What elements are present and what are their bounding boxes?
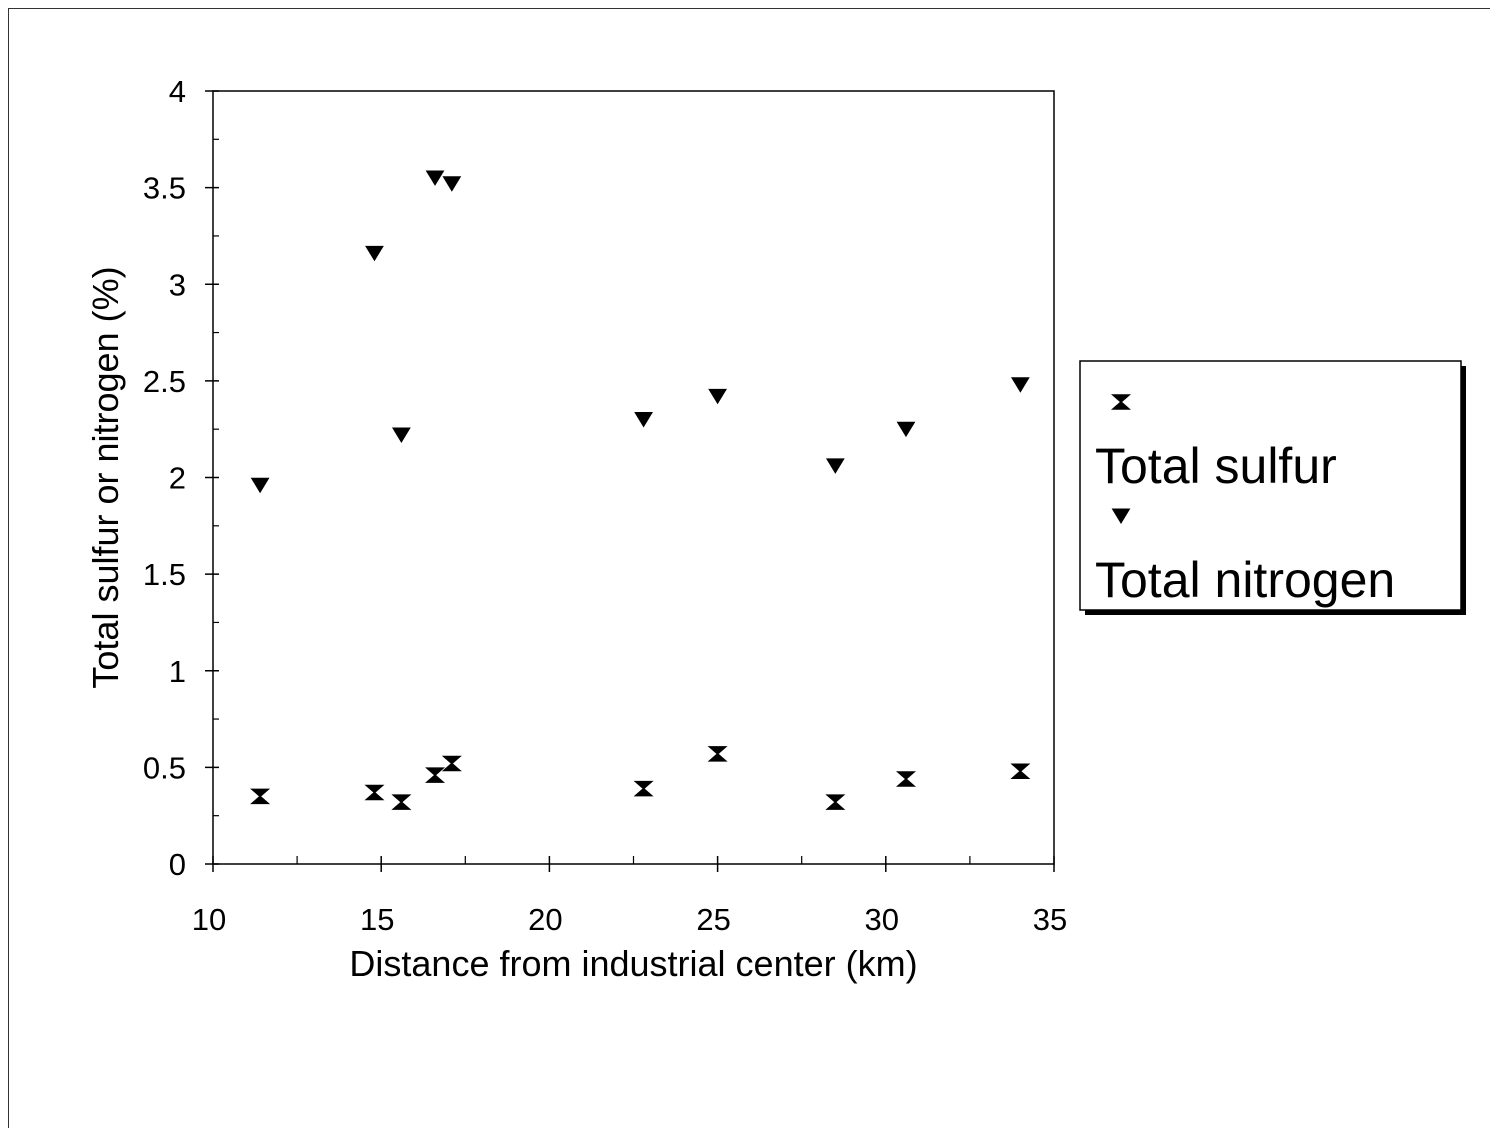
y-tick-label: 2.5 <box>143 364 186 399</box>
legend-item: Total sulfur <box>1095 394 1337 494</box>
y-tick-label: 1 <box>169 654 186 689</box>
y-tick-label: 2 <box>169 461 186 496</box>
x-tick-label: 15 <box>360 902 394 937</box>
data-point <box>365 245 384 262</box>
x-tick-label: 35 <box>1033 902 1067 937</box>
data-point <box>896 421 916 438</box>
y-tick-label: 4 <box>169 74 186 109</box>
legend-label: Total sulfur <box>1095 438 1337 494</box>
data-point <box>391 427 411 443</box>
data-point <box>1010 763 1031 779</box>
data-point <box>425 767 446 783</box>
y-tick-label: 3.5 <box>143 171 186 206</box>
series-total-sulfur <box>250 746 1031 810</box>
data-point <box>895 771 916 787</box>
x-axis: 10 15 20 25 30 35 <box>192 856 1067 937</box>
x-tick-label: 30 <box>865 902 899 937</box>
data-point <box>825 458 845 474</box>
plot-area: 0 0.5 1 1.5 2 2.5 3 3.5 4 10 15 20 25 30 35 <box>143 74 1067 937</box>
legend-label: Total nitrogen <box>1095 552 1395 608</box>
data-point <box>441 755 462 772</box>
x-tick-label: 20 <box>528 902 562 937</box>
series-total-nitrogen <box>250 170 1030 494</box>
x-axis-title: Distance from industrial center (km) <box>349 943 917 984</box>
y-axis-title: Total sulfur or nitrogen (%) <box>85 266 126 688</box>
data-point <box>633 780 654 797</box>
data-point <box>250 477 270 494</box>
data-point <box>634 412 653 428</box>
chart-frame <box>8 8 1490 1128</box>
data-point <box>391 794 412 810</box>
data-point <box>425 170 445 186</box>
y-tick-label: 0 <box>169 847 186 882</box>
data-point <box>1010 377 1030 393</box>
legend-marker <box>1111 508 1131 524</box>
plot-border <box>212 90 1055 865</box>
data-points <box>250 170 1031 810</box>
data-point <box>707 746 728 762</box>
x-tick-label: 25 <box>696 902 730 937</box>
y-tick-label: 3 <box>169 267 186 302</box>
y-axis: 0 0.5 1 1.5 2 2.5 3 3.5 4 <box>143 74 219 882</box>
data-point <box>825 794 846 810</box>
data-point <box>364 784 385 801</box>
legend: Total sulfur Total nitrogen <box>1079 360 1466 615</box>
y-tick-label: 0.5 <box>143 750 186 785</box>
data-point <box>442 176 462 192</box>
legend-box <box>1079 360 1462 611</box>
legend-marker <box>1111 394 1131 410</box>
data-point <box>708 388 727 405</box>
y-tick-label: 1.5 <box>143 557 186 592</box>
legend-items: Total sulfur Total nitrogen <box>1095 394 1395 608</box>
x-tick-label: 10 <box>192 902 226 937</box>
legend-item: Total nitrogen <box>1095 508 1395 608</box>
data-point <box>250 788 271 805</box>
